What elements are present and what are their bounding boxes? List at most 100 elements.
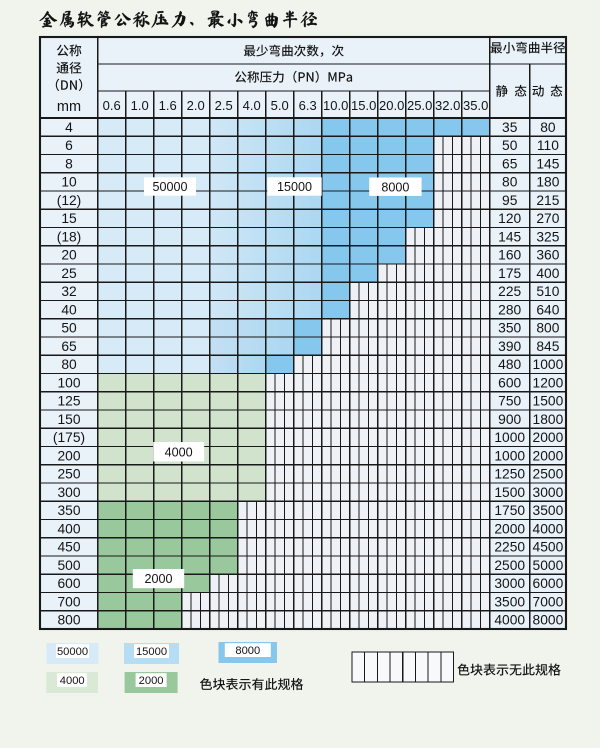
svg-text:1200: 1200 [533, 375, 564, 390]
svg-text:25: 25 [61, 266, 77, 281]
svg-text:2000: 2000 [139, 675, 164, 687]
svg-text:1500: 1500 [494, 485, 525, 500]
svg-text:2500: 2500 [533, 467, 564, 482]
svg-text:80: 80 [540, 120, 556, 135]
svg-text:6000: 6000 [533, 576, 564, 591]
svg-text:350: 350 [57, 503, 80, 518]
svg-text:65: 65 [61, 339, 77, 354]
svg-text:25.0: 25.0 [407, 98, 432, 113]
svg-text:2500: 2500 [494, 558, 525, 573]
svg-text:2000: 2000 [533, 430, 564, 445]
svg-text:480: 480 [498, 357, 521, 372]
svg-text:120: 120 [498, 211, 521, 226]
svg-text:350: 350 [498, 321, 521, 336]
svg-text:5.0: 5.0 [271, 98, 289, 113]
svg-text:700: 700 [57, 594, 80, 609]
svg-text:1000: 1000 [494, 430, 525, 445]
svg-text:50000: 50000 [57, 646, 88, 658]
svg-text:2000: 2000 [494, 521, 525, 536]
svg-text:360: 360 [536, 248, 559, 263]
svg-text:150: 150 [57, 412, 80, 427]
svg-text:200: 200 [57, 448, 80, 463]
svg-text:8: 8 [65, 156, 73, 171]
svg-text:3000: 3000 [494, 576, 525, 591]
svg-text:800: 800 [536, 321, 559, 336]
svg-text:5000: 5000 [533, 558, 564, 573]
svg-text:160: 160 [498, 248, 521, 263]
svg-text:600: 600 [57, 576, 80, 591]
svg-text:100: 100 [57, 375, 80, 390]
svg-text:110: 110 [537, 138, 559, 153]
svg-text:300: 300 [57, 485, 80, 500]
svg-text:280: 280 [498, 302, 521, 317]
svg-text:80: 80 [502, 175, 518, 190]
svg-text:390: 390 [498, 339, 521, 354]
svg-text:1.6: 1.6 [159, 98, 177, 113]
svg-text:0.6: 0.6 [103, 98, 121, 113]
svg-text:450: 450 [57, 540, 80, 555]
svg-text:175: 175 [498, 266, 521, 281]
svg-text:50: 50 [502, 138, 518, 153]
svg-text:20.0: 20.0 [379, 98, 404, 113]
svg-text:35.0: 35.0 [463, 98, 488, 113]
svg-text:7000: 7000 [533, 594, 564, 609]
svg-text:1750: 1750 [494, 503, 525, 518]
svg-text:8000: 8000 [235, 645, 260, 657]
svg-text:80: 80 [61, 357, 77, 372]
svg-text:32: 32 [61, 284, 76, 299]
svg-text:145: 145 [536, 156, 559, 171]
svg-text:8000: 8000 [381, 180, 409, 194]
svg-text:900: 900 [498, 412, 521, 427]
svg-text:50000: 50000 [152, 180, 187, 194]
svg-text:8000: 8000 [533, 613, 564, 628]
svg-text:20: 20 [61, 248, 77, 263]
svg-text:2250: 2250 [494, 540, 525, 555]
svg-text:250: 250 [57, 467, 80, 482]
svg-text:750: 750 [498, 394, 521, 409]
svg-text:1250: 1250 [494, 467, 525, 482]
svg-text:6: 6 [65, 138, 73, 153]
svg-text:270: 270 [536, 211, 559, 226]
svg-text:6.3: 6.3 [299, 98, 317, 113]
svg-text:4000: 4000 [494, 613, 525, 628]
svg-text:600: 600 [498, 375, 521, 390]
svg-text:1000: 1000 [533, 357, 564, 372]
svg-text:500: 500 [57, 558, 80, 573]
svg-text:145: 145 [498, 229, 521, 244]
svg-text:3000: 3000 [533, 485, 564, 500]
svg-text:1.0: 1.0 [131, 98, 149, 113]
svg-text:10.0: 10.0 [323, 98, 348, 113]
svg-text:4000: 4000 [165, 445, 193, 459]
svg-text:3500: 3500 [494, 594, 525, 609]
svg-text:1000: 1000 [494, 448, 525, 463]
svg-text:32.0: 32.0 [435, 98, 460, 113]
svg-text:10: 10 [61, 175, 77, 190]
svg-text:400: 400 [536, 266, 559, 281]
svg-text:4000: 4000 [60, 675, 85, 687]
svg-text:15.0: 15.0 [351, 98, 376, 113]
svg-text:(18): (18) [57, 229, 82, 244]
svg-text:15000: 15000 [136, 646, 167, 658]
svg-text:3500: 3500 [533, 503, 564, 518]
svg-text:mm: mm [57, 99, 81, 115]
svg-text:225: 225 [498, 284, 521, 299]
svg-text:(175): (175) [53, 430, 85, 445]
svg-text:95: 95 [502, 193, 518, 208]
svg-text:400: 400 [57, 521, 80, 536]
svg-text:640: 640 [536, 302, 559, 317]
svg-text:2000: 2000 [144, 572, 172, 586]
svg-text:125: 125 [57, 394, 80, 409]
svg-text:4: 4 [65, 120, 73, 135]
svg-text:15: 15 [61, 211, 77, 226]
svg-text:4.0: 4.0 [243, 98, 261, 113]
svg-text:4500: 4500 [533, 540, 564, 555]
svg-text:1800: 1800 [533, 412, 564, 427]
svg-text:40: 40 [61, 302, 77, 317]
svg-text:2000: 2000 [533, 448, 564, 463]
svg-text:65: 65 [502, 156, 518, 171]
svg-text:510: 510 [536, 284, 559, 299]
svg-text:180: 180 [536, 175, 559, 190]
svg-text:2.0: 2.0 [187, 98, 205, 113]
svg-text:4000: 4000 [533, 521, 564, 536]
svg-text:325: 325 [536, 229, 559, 244]
